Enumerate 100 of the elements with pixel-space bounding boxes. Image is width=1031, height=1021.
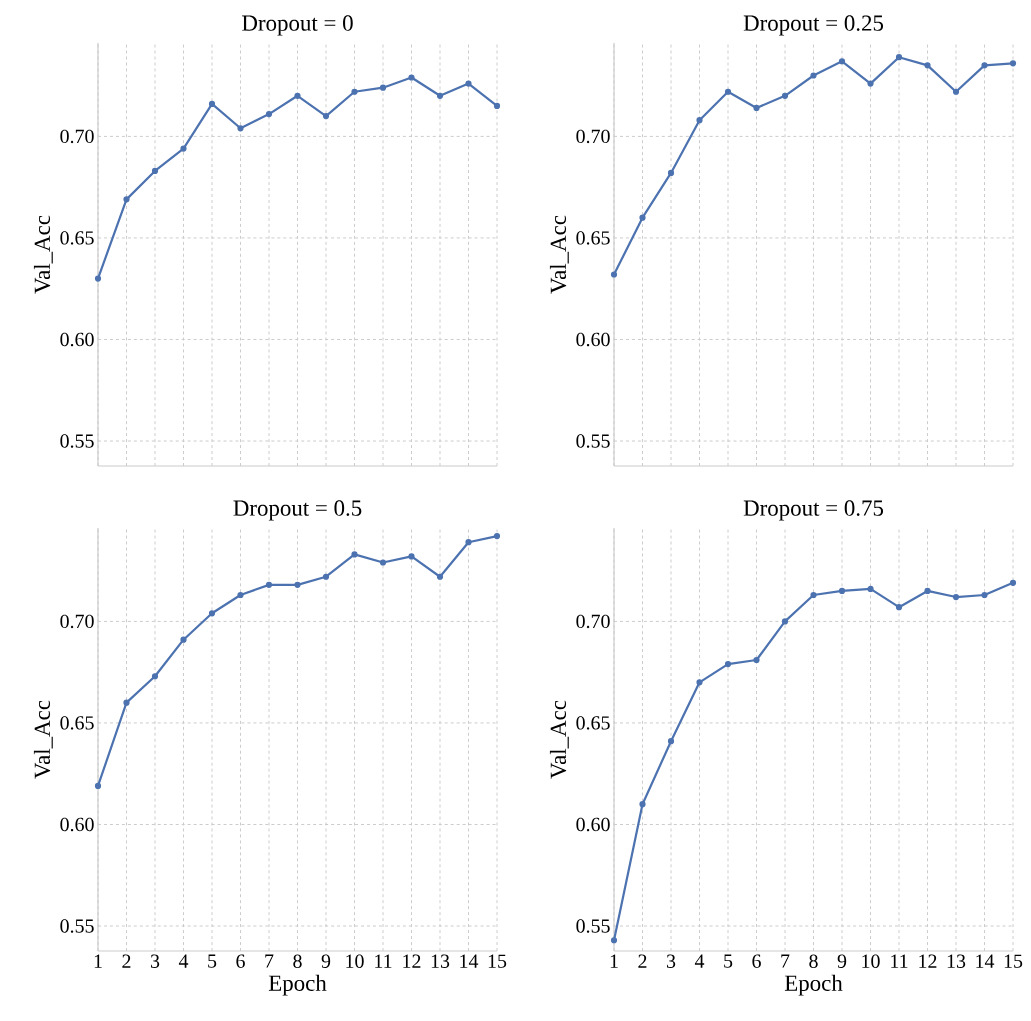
point: [981, 591, 988, 599]
point: [924, 587, 931, 595]
point: [667, 169, 675, 177]
point: [408, 74, 415, 81]
x-tick-label: 5: [208, 954, 217, 968]
point: [639, 214, 646, 221]
chart-title: Dropout = 0.25: [743, 15, 884, 36]
point: [753, 104, 760, 112]
x-tick-label: 6: [752, 954, 761, 968]
point: [180, 636, 187, 643]
point: [981, 62, 988, 69]
x-tick-label: 10: [862, 954, 880, 968]
point: [867, 80, 874, 87]
x-tick-label: 6: [236, 954, 245, 968]
point: [123, 699, 130, 706]
point: [465, 80, 472, 87]
y-tick-label: 0.70: [576, 129, 610, 144]
y-tick-label: 0.60: [576, 817, 610, 832]
chart-title: Dropout = 0.75: [743, 500, 884, 521]
point: [379, 84, 387, 91]
point: [151, 167, 159, 175]
point: [867, 585, 874, 593]
point: [322, 573, 330, 580]
point: [493, 533, 501, 540]
point: [208, 610, 216, 617]
x-tick-label: 11: [891, 954, 908, 968]
point: [696, 679, 703, 686]
point: [1009, 579, 1017, 586]
x-tick-label: 1: [94, 954, 102, 968]
x-tick-label: 7: [265, 954, 274, 968]
point: [810, 72, 817, 79]
point: [667, 738, 675, 745]
point: [810, 591, 817, 599]
point: [237, 125, 244, 132]
y-tick-label: 0.60: [60, 332, 94, 347]
x-tick-label: 4: [694, 954, 705, 968]
point: [237, 591, 244, 599]
y-tick-label: 0.65: [576, 716, 610, 730]
x-tick-label: 9: [837, 954, 847, 968]
x-tick-label: 14: [976, 954, 995, 968]
point: [781, 92, 789, 99]
point: [753, 656, 760, 664]
point: [94, 782, 102, 789]
y-tick-label: 0.65: [60, 716, 94, 730]
point: [265, 581, 273, 588]
y-axis-title: Val_Acc: [33, 700, 53, 779]
x-tick-label: 13: [947, 954, 966, 968]
x-tick-label: 9: [321, 954, 331, 968]
point: [436, 573, 444, 580]
point: [952, 88, 960, 95]
point: [208, 100, 216, 108]
point: [180, 145, 187, 152]
point: [696, 117, 703, 124]
y-tick-label: 0.70: [576, 614, 610, 629]
point: [493, 102, 501, 110]
y-tick-label: 0.70: [60, 129, 94, 144]
y-tick-label: 0.65: [576, 231, 610, 245]
point: [351, 551, 358, 558]
point: [952, 593, 960, 601]
x-tick-label: 2: [122, 954, 131, 968]
x-tick-label: 5: [724, 954, 733, 968]
y-axis-title: Val_Acc: [549, 700, 569, 779]
point: [895, 604, 903, 611]
y-axis-title: Val_Acc: [33, 215, 53, 294]
point: [265, 110, 273, 118]
y-axis-title: Val_Acc: [549, 215, 569, 294]
x-tick-label: 12: [403, 954, 421, 968]
y-tick-label: 0.55: [60, 434, 94, 448]
point: [294, 92, 301, 99]
point: [94, 275, 102, 282]
y-tick-label: 0.60: [576, 332, 610, 347]
x-axis-title: Epoch: [268, 974, 327, 996]
point: [838, 58, 846, 65]
x-tick-label: 15: [488, 954, 507, 968]
x-tick-label: 13: [431, 954, 450, 968]
chart-title: Dropout = 0: [242, 15, 353, 36]
y-tick-label: 0.55: [576, 434, 610, 448]
point: [724, 88, 732, 95]
point: [781, 618, 789, 625]
point: [924, 62, 931, 69]
x-tick-label: 15: [1004, 954, 1023, 968]
point: [610, 271, 618, 278]
point: [838, 587, 846, 595]
point: [1009, 60, 1017, 67]
point: [408, 553, 415, 560]
point: [151, 673, 159, 680]
x-tick-label: 7: [781, 954, 790, 968]
point: [436, 92, 444, 99]
x-tick-label: 10: [346, 954, 364, 968]
point: [639, 801, 646, 808]
point: [465, 539, 472, 546]
point: [379, 559, 387, 566]
point: [294, 581, 301, 588]
x-tick-label: 11: [375, 954, 392, 968]
point: [610, 937, 618, 944]
x-axis-title: Epoch: [784, 974, 843, 996]
x-tick-label: 2: [638, 954, 647, 968]
x-tick-label: 14: [460, 954, 479, 968]
point: [895, 54, 903, 61]
point: [724, 660, 732, 668]
